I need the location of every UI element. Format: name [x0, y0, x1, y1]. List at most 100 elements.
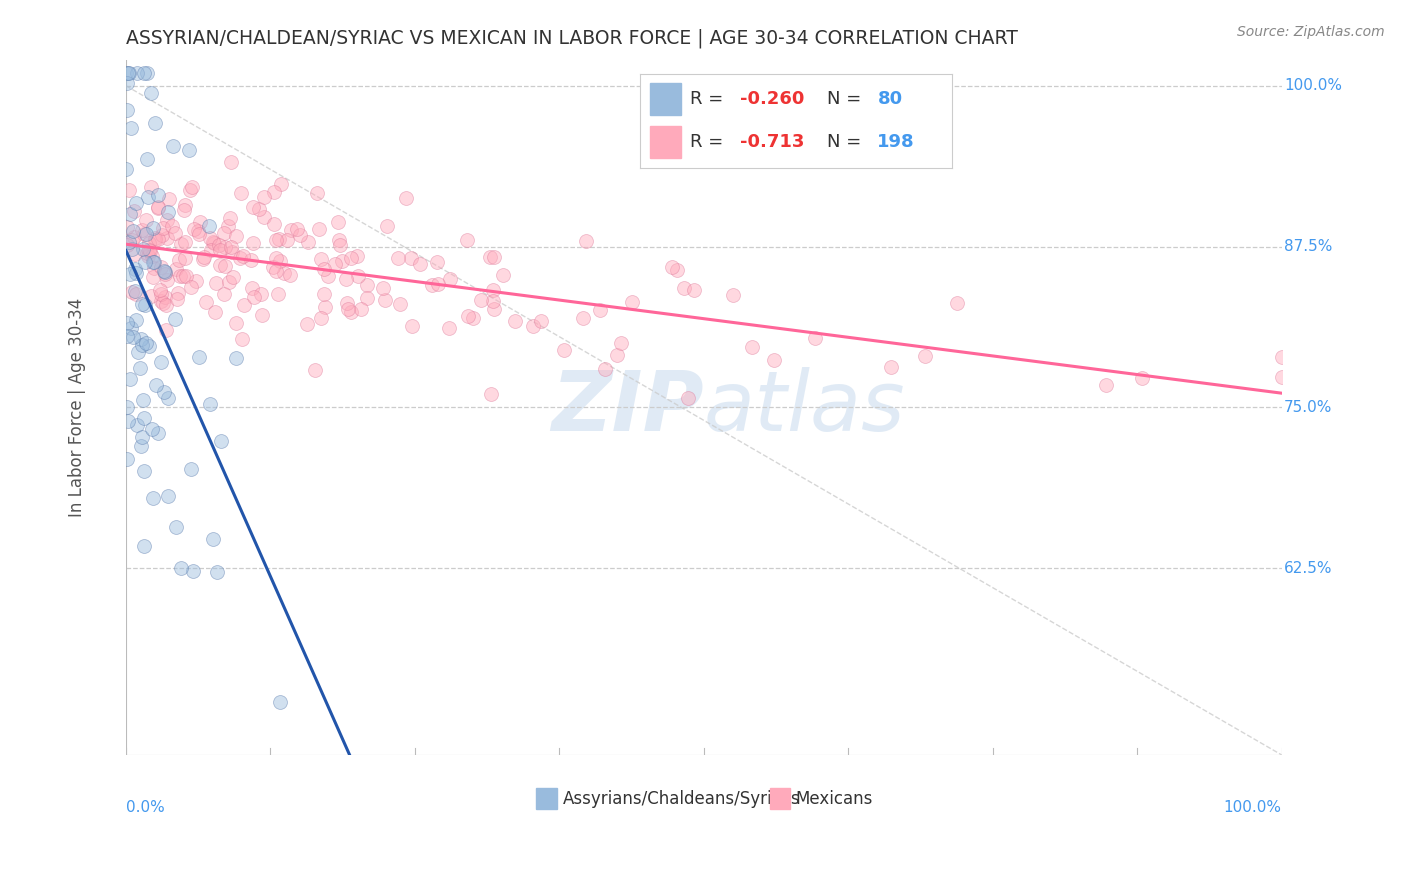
Point	[914, 349, 936, 363]
Point	[1130, 370, 1153, 384]
Point	[610, 336, 633, 351]
Point	[150, 260, 173, 274]
Point	[134, 255, 156, 269]
Point	[131, 338, 153, 352]
Point	[124, 266, 146, 280]
Point	[297, 318, 319, 332]
Point	[530, 314, 553, 328]
Point	[174, 198, 197, 212]
Point	[356, 277, 378, 292]
Point	[163, 312, 186, 326]
Point	[153, 290, 176, 304]
Point	[225, 316, 247, 330]
Text: ASSYRIAN/CHALDEAN/SYRIAC VS MEXICAN IN LABOR FORCE | AGE 30-34 CORRELATION CHART: ASSYRIAN/CHALDEAN/SYRIAC VS MEXICAN IN L…	[127, 29, 1018, 48]
Point	[132, 243, 155, 257]
Text: In Labor Force | Age 30-34: In Labor Force | Age 30-34	[69, 298, 87, 517]
Point	[146, 201, 169, 215]
Point	[478, 250, 501, 264]
Point	[153, 265, 176, 279]
Point	[115, 66, 138, 80]
Text: 62.5%: 62.5%	[1284, 561, 1333, 576]
Point	[340, 251, 363, 265]
Point	[304, 362, 326, 376]
Point	[231, 332, 253, 346]
Point	[209, 434, 232, 448]
Point	[180, 280, 202, 294]
Point	[121, 224, 143, 238]
Point	[228, 251, 250, 265]
Point	[804, 331, 827, 345]
Point	[149, 287, 172, 301]
Point	[212, 226, 235, 240]
Point	[484, 302, 506, 317]
Point	[153, 267, 176, 281]
Point	[222, 269, 245, 284]
Point	[214, 259, 236, 273]
Point	[200, 230, 222, 244]
Point	[247, 202, 270, 216]
Point	[187, 224, 209, 238]
Point	[156, 231, 179, 245]
Point	[240, 281, 263, 295]
Point	[129, 333, 152, 347]
Point	[143, 116, 166, 130]
Point	[184, 274, 207, 288]
Point	[278, 268, 301, 282]
Point	[672, 281, 695, 295]
Point	[437, 321, 460, 335]
Point	[131, 222, 153, 236]
Point	[350, 301, 373, 316]
Point	[201, 532, 224, 546]
Point	[167, 285, 190, 300]
Point	[163, 227, 186, 241]
Point	[461, 310, 484, 325]
Point	[280, 223, 302, 237]
Point	[180, 180, 202, 194]
Text: Mexicans: Mexicans	[796, 789, 873, 807]
Point	[420, 278, 443, 293]
Point	[252, 210, 274, 224]
Point	[115, 451, 138, 466]
Point	[880, 359, 903, 374]
Point	[209, 258, 232, 272]
Point	[131, 297, 153, 311]
Point	[170, 237, 193, 252]
Point	[124, 286, 146, 301]
Point	[522, 318, 544, 333]
Point	[375, 219, 398, 234]
Point	[128, 361, 150, 376]
Point	[156, 273, 179, 287]
Point	[232, 249, 254, 263]
Point	[117, 414, 139, 428]
Point	[312, 287, 335, 301]
Point	[150, 354, 173, 368]
Point	[479, 387, 502, 401]
Point	[149, 294, 172, 309]
Point	[121, 233, 143, 247]
Point	[572, 311, 595, 326]
Point	[118, 183, 141, 197]
Point	[269, 232, 291, 246]
Point	[169, 268, 191, 283]
Point	[337, 302, 360, 317]
Point	[139, 87, 162, 101]
Point	[683, 283, 706, 297]
Point	[129, 439, 152, 453]
Point	[166, 292, 188, 306]
Point	[470, 293, 492, 308]
Point	[124, 261, 146, 276]
Point	[138, 236, 160, 251]
Point	[179, 183, 201, 197]
Point	[482, 283, 505, 297]
Point	[240, 252, 263, 267]
Point	[426, 277, 449, 291]
Point	[136, 245, 159, 260]
Point	[242, 200, 264, 214]
Point	[553, 343, 575, 358]
Point	[202, 236, 225, 251]
Point	[135, 227, 157, 242]
Point	[356, 291, 378, 305]
Point	[181, 564, 204, 578]
Point	[142, 221, 165, 235]
Point	[204, 305, 226, 319]
